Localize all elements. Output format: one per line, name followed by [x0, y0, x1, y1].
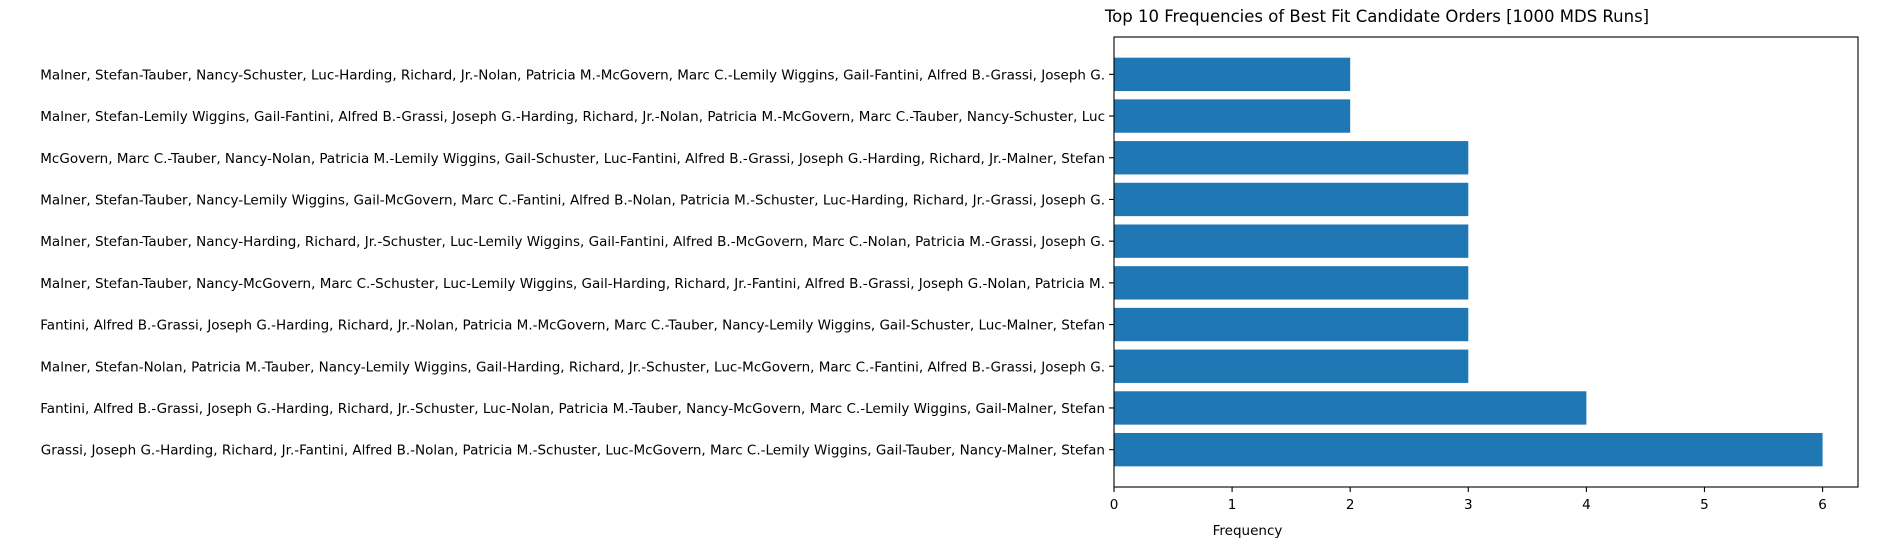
y-tick-label: Fantini, Alfred B.-Grassi, Joseph G.-Har… [40, 318, 1105, 334]
x-tick-label: 3 [1464, 497, 1473, 513]
y-tick-label: Fantini, Alfred B.-Grassi, Joseph G.-Har… [40, 401, 1105, 417]
bar [1114, 432, 1823, 467]
bar [1114, 349, 1469, 383]
x-tick-label: 1 [1228, 497, 1237, 513]
x-tick-label: 5 [1700, 497, 1709, 513]
x-ticks: 0 1 2 3 4 5 6 [1110, 487, 1827, 513]
bar [1114, 224, 1469, 258]
bar [1114, 182, 1469, 217]
bar [1114, 391, 1587, 425]
y-tick-label: Malner, Stefan-Tauber, Nancy-Schuster, L… [40, 67, 1105, 83]
bar [1114, 99, 1351, 133]
bar [1114, 141, 1469, 175]
axes-frame [1113, 36, 1859, 488]
chart-title: Top 10 Frequencies of Best Fit Candidate… [1104, 7, 1649, 26]
x-tick-label: 2 [1346, 497, 1355, 513]
y-tick-label: Malner, Stefan-Tauber, Nancy-Harding, Ri… [40, 234, 1105, 250]
bar [1114, 57, 1351, 92]
bar [1114, 266, 1469, 300]
y-tick-label: McGovern, Marc C.-Tauber, Nancy-Nolan, P… [40, 151, 1105, 167]
y-tick-label: Malner, Stefan-Tauber, Nancy-Lemily Wigg… [40, 192, 1105, 208]
y-tick-label: Malner, Stefan-Nolan, Patricia M.-Tauber… [40, 359, 1105, 375]
x-tick-label: 6 [1818, 497, 1827, 513]
y-tick-label: Grassi, Joseph G.-Harding, Richard, Jr.-… [41, 443, 1105, 459]
y-tick-label: Malner, Stefan-Lemily Wiggins, Gail-Fant… [40, 109, 1105, 125]
y-tick-label: Malner, Stefan-Tauber, Nancy-McGovern, M… [40, 276, 1105, 292]
bar [1114, 307, 1469, 342]
x-axis-label: Frequency [1213, 523, 1283, 539]
y-tick-labels: Grassi, Joseph G.-Harding, Richard, Jr.-… [40, 67, 1114, 459]
x-tick-label: 4 [1582, 497, 1591, 513]
bars-group [1114, 57, 1823, 467]
x-tick-label: 0 [1110, 497, 1119, 513]
